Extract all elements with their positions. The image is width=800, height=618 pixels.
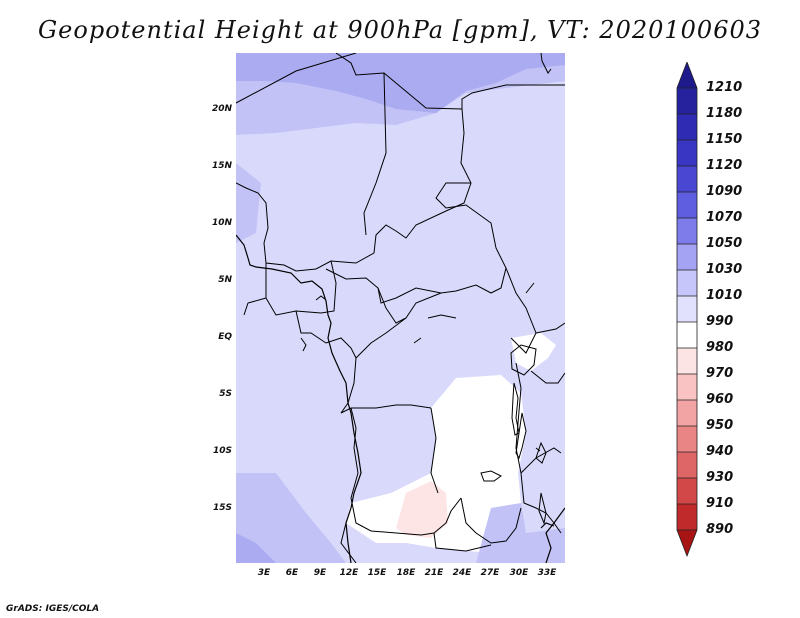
colorbar-label: 1070 bbox=[706, 210, 743, 225]
colorbar bbox=[676, 62, 698, 558]
colorbar-segment bbox=[677, 114, 697, 140]
lon-label-30e: 30E bbox=[509, 568, 529, 578]
colorbar-segment bbox=[677, 374, 697, 400]
coastline bbox=[236, 234, 565, 563]
colorbar-segment bbox=[677, 452, 697, 478]
colorbar-label: 990 bbox=[706, 314, 734, 329]
field-high-southeast bbox=[476, 503, 565, 563]
field-low-east-lakes bbox=[511, 333, 556, 371]
field-low-south bbox=[346, 375, 526, 553]
colorbar-label: 1030 bbox=[706, 262, 743, 277]
colorbar-segment bbox=[677, 400, 697, 426]
colorbar-segment bbox=[677, 504, 697, 530]
lon-label-9e: 9E bbox=[313, 568, 327, 578]
colorbar-segment bbox=[677, 348, 697, 374]
colorbar-label: 970 bbox=[706, 366, 734, 381]
grads-credit: GrADS: IGES/COLA bbox=[6, 604, 100, 614]
colorbar-label: 1150 bbox=[706, 132, 743, 147]
lon-label-18e: 18E bbox=[396, 568, 416, 578]
colorbar-label: 930 bbox=[706, 470, 734, 485]
lon-label-6e: 6E bbox=[285, 568, 299, 578]
lakes bbox=[300, 282, 547, 525]
colorbar-label: 980 bbox=[706, 340, 734, 355]
colorbar-label: 1210 bbox=[706, 80, 743, 95]
colorbar-label: 890 bbox=[706, 522, 734, 537]
lat-label-5s: 5S bbox=[219, 389, 232, 399]
colorbar-segment bbox=[677, 218, 697, 244]
lat-label-5n: 5N bbox=[218, 275, 232, 285]
colorbar-segment bbox=[677, 270, 697, 296]
colorbar-label: 1180 bbox=[706, 106, 743, 121]
lat-label-eq: EQ bbox=[218, 332, 232, 342]
lat-label-15n: 15N bbox=[211, 161, 232, 171]
colorbar-label: 1090 bbox=[706, 184, 743, 199]
colorbar-segment bbox=[677, 426, 697, 452]
colorbar-label: 950 bbox=[706, 418, 734, 433]
colorbar-bottom-triangle bbox=[677, 530, 697, 556]
colorbar-label: 910 bbox=[706, 496, 734, 511]
colorbar-segment bbox=[677, 166, 697, 192]
lon-label-33e: 33E bbox=[537, 568, 557, 578]
lat-label-15s: 15S bbox=[212, 503, 232, 513]
colorbar-top-triangle bbox=[677, 62, 697, 88]
lon-label-3e: 3E bbox=[257, 568, 271, 578]
colorbar-label: 940 bbox=[706, 444, 734, 459]
field-higher-north bbox=[236, 53, 565, 113]
colorbar-segment bbox=[677, 478, 697, 504]
country-borders bbox=[236, 53, 565, 563]
lon-label-27e: 27E bbox=[480, 568, 500, 578]
colorbar-outline bbox=[676, 62, 698, 558]
geopotential-height-map bbox=[236, 53, 565, 563]
field-high-southwest bbox=[236, 473, 346, 563]
lon-label-21e: 21E bbox=[424, 568, 444, 578]
lon-label-24e: 24E bbox=[452, 568, 472, 578]
lat-label-20n: 20N bbox=[211, 104, 232, 114]
colorbar-segment bbox=[677, 140, 697, 166]
colorbar-label: 1120 bbox=[706, 158, 743, 173]
lon-label-12e: 12E bbox=[339, 568, 359, 578]
colorbar-segment bbox=[677, 322, 697, 348]
colorbar-label: 960 bbox=[706, 392, 734, 407]
colorbar-label: 1010 bbox=[706, 288, 743, 303]
colorbar-segment bbox=[677, 244, 697, 270]
field-lower-south bbox=[396, 481, 448, 538]
colorbar-segment bbox=[677, 296, 697, 322]
lat-label-10n: 10N bbox=[211, 218, 232, 228]
colorbar-label: 1050 bbox=[706, 236, 743, 251]
map-title: Geopotential Height at 900hPa [gpm], VT:… bbox=[38, 16, 762, 44]
colorbar-segment bbox=[677, 192, 697, 218]
lat-label-10s: 10S bbox=[212, 446, 232, 456]
lon-label-15e: 15E bbox=[367, 568, 387, 578]
colorbar-segment bbox=[677, 88, 697, 114]
field-higher-southwest bbox=[236, 533, 276, 563]
field-high-west-coast bbox=[236, 163, 261, 243]
